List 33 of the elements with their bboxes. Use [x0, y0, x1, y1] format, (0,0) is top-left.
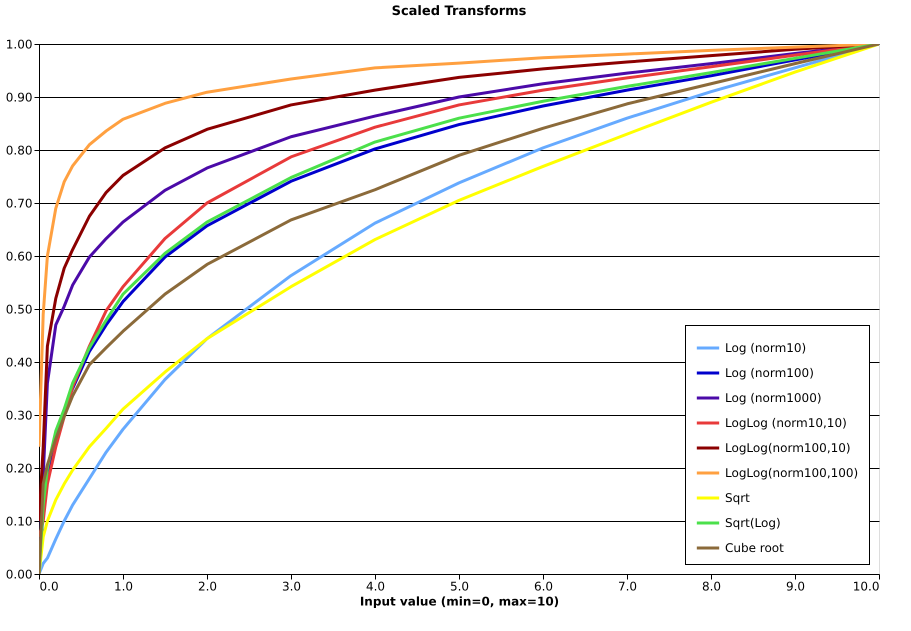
x-tick-label: 7.0	[618, 580, 638, 594]
y-tick-label: 0.60	[6, 250, 32, 264]
x-tick-label: 4.0	[366, 580, 386, 594]
legend-label: Sqrt	[725, 491, 750, 505]
y-tick-label: 0.30	[6, 408, 32, 422]
y-tick-label: 0.80	[6, 144, 32, 158]
x-tick-label: 6.0	[534, 580, 554, 594]
legend-label: LogLog(norm100,10)	[725, 441, 851, 455]
legend-label: LogLog (norm10,10)	[725, 416, 847, 430]
x-tick-label: 2.0	[198, 580, 218, 594]
x-tick-label: 8.0	[702, 580, 722, 594]
legend-label: LogLog(norm100,100)	[725, 466, 858, 480]
x-axis-title: Input value (min=0, max=10)	[360, 594, 560, 608]
legend-label: Cube root	[725, 541, 784, 555]
y-tick-label: 0.00	[6, 568, 32, 582]
x-tick-label: 9.0	[786, 580, 806, 594]
y-tick-label: 0.10	[6, 514, 32, 528]
y-tick-label: 0.90	[6, 90, 32, 104]
legend-label: Sqrt(Log)	[725, 516, 781, 530]
legend-label: Log (norm100)	[725, 366, 814, 380]
y-tick-label: 1.00	[6, 38, 32, 52]
chart-title: Scaled Transforms	[392, 4, 527, 19]
y-tick-label: 0.40	[6, 356, 32, 370]
x-tick-label: 10.0	[852, 580, 880, 594]
y-tick-label: 0.70	[6, 196, 32, 210]
x-tick-label: 0.0	[40, 580, 59, 594]
x-tick-label: 5.0	[450, 580, 470, 594]
legend-label: Log (norm1000)	[725, 391, 822, 405]
y-tick-label: 0.50	[6, 302, 32, 316]
x-tick-label: 3.0	[282, 580, 302, 594]
x-tick-label: 1.0	[114, 580, 134, 594]
y-tick-label: 0.20	[6, 462, 32, 476]
legend-label: Log (norm10)	[725, 341, 806, 355]
